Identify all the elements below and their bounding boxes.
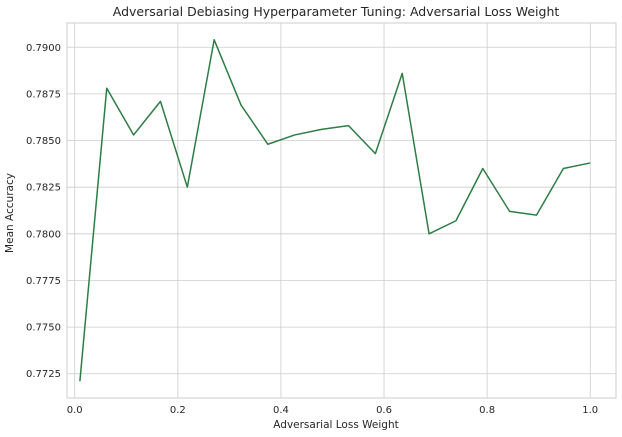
y-gridlines <box>67 46 616 375</box>
y-tick-labels: 0.7725 0.7750 0.7775 0.7800 0.7825 0.7850 0.78… <box>26 43 61 380</box>
x-tick-label: 0.0 <box>67 405 83 416</box>
plot-area <box>66 22 617 399</box>
y-tick-label: 0.7900 <box>26 43 61 54</box>
y-tick-label: 0.7825 <box>26 183 61 194</box>
y-tick-label: 0.7875 <box>26 89 61 100</box>
x-tick-label: 0.8 <box>479 405 495 416</box>
x-tick-label: 0.2 <box>170 405 186 416</box>
y-tick-label: 0.7800 <box>26 229 61 240</box>
x-tick-label: 0.4 <box>273 405 289 416</box>
y-axis-label: Mean Accuracy <box>4 173 16 253</box>
chart-title: Adversarial Debiasing Hyperparameter Tun… <box>113 4 560 19</box>
x-tick-label: 1.0 <box>582 405 598 416</box>
y-tick-label: 0.7725 <box>26 369 61 380</box>
y-tick-label: 0.7850 <box>26 136 61 147</box>
y-tick-label: 0.7775 <box>26 276 61 287</box>
x-gridlines <box>74 23 591 398</box>
x-axis-label: Adversarial Loss Weight <box>273 419 398 431</box>
series-line <box>79 39 591 382</box>
series-lines <box>79 39 591 382</box>
x-tick-labels: 0.0 0.2 0.4 0.6 0.8 1.0 <box>67 405 598 416</box>
x-tick-label: 0.6 <box>376 405 392 416</box>
y-tick-label: 0.7750 <box>26 323 61 334</box>
